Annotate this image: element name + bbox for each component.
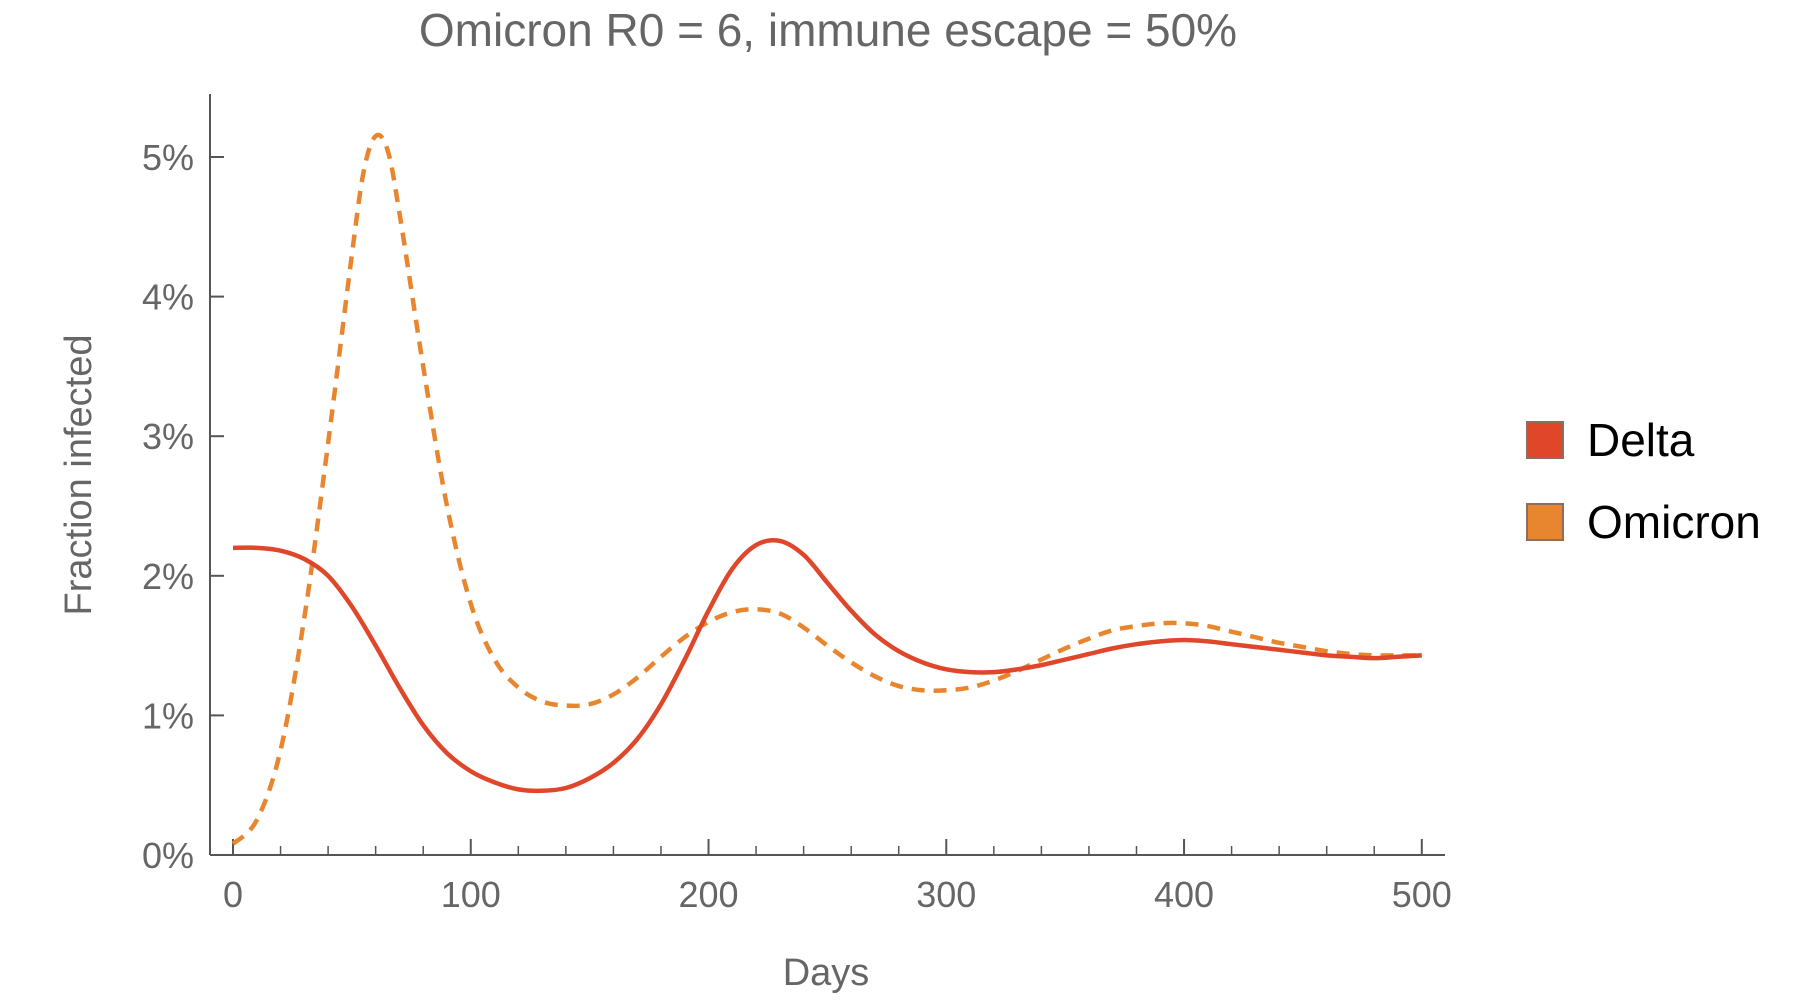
axes: [209, 94, 1445, 856]
ticks: 0 100 200 300 400 500 0% 1% 2% 3% 4% 5%: [142, 137, 1452, 915]
legend: Delta Omicron: [1526, 414, 1761, 548]
x-tick-label: 500: [1392, 874, 1452, 915]
y-tick-label: 0%: [142, 835, 194, 876]
y-tick-label: 3%: [142, 416, 194, 457]
x-tick-label: 200: [678, 874, 738, 915]
x-axis-label: Days: [783, 952, 870, 994]
series-line-omicron: [231, 132, 1422, 846]
y-axis-label: Fraction infected: [58, 335, 100, 616]
x-tick-label: 400: [1154, 874, 1214, 915]
legend-swatch-delta: [1526, 421, 1564, 459]
series-lines: [231, 132, 1422, 846]
y-tick-label: 1%: [142, 695, 194, 736]
legend-label-delta: Delta: [1587, 414, 1695, 466]
y-tick-label: 4%: [142, 277, 194, 318]
series-line-delta: [232, 537, 1422, 794]
y-tick-label: 2%: [142, 556, 194, 597]
legend-label-omicron: Omicron: [1587, 496, 1761, 548]
legend-swatch-omicron: [1526, 503, 1564, 541]
y-tick-label: 5%: [142, 137, 194, 178]
x-tick-label: 300: [916, 874, 976, 915]
x-tick-label: 100: [441, 874, 501, 915]
x-tick-label: 0: [223, 874, 243, 915]
chart-title: Omicron R0 = 6, immune escape = 50%: [419, 4, 1237, 56]
